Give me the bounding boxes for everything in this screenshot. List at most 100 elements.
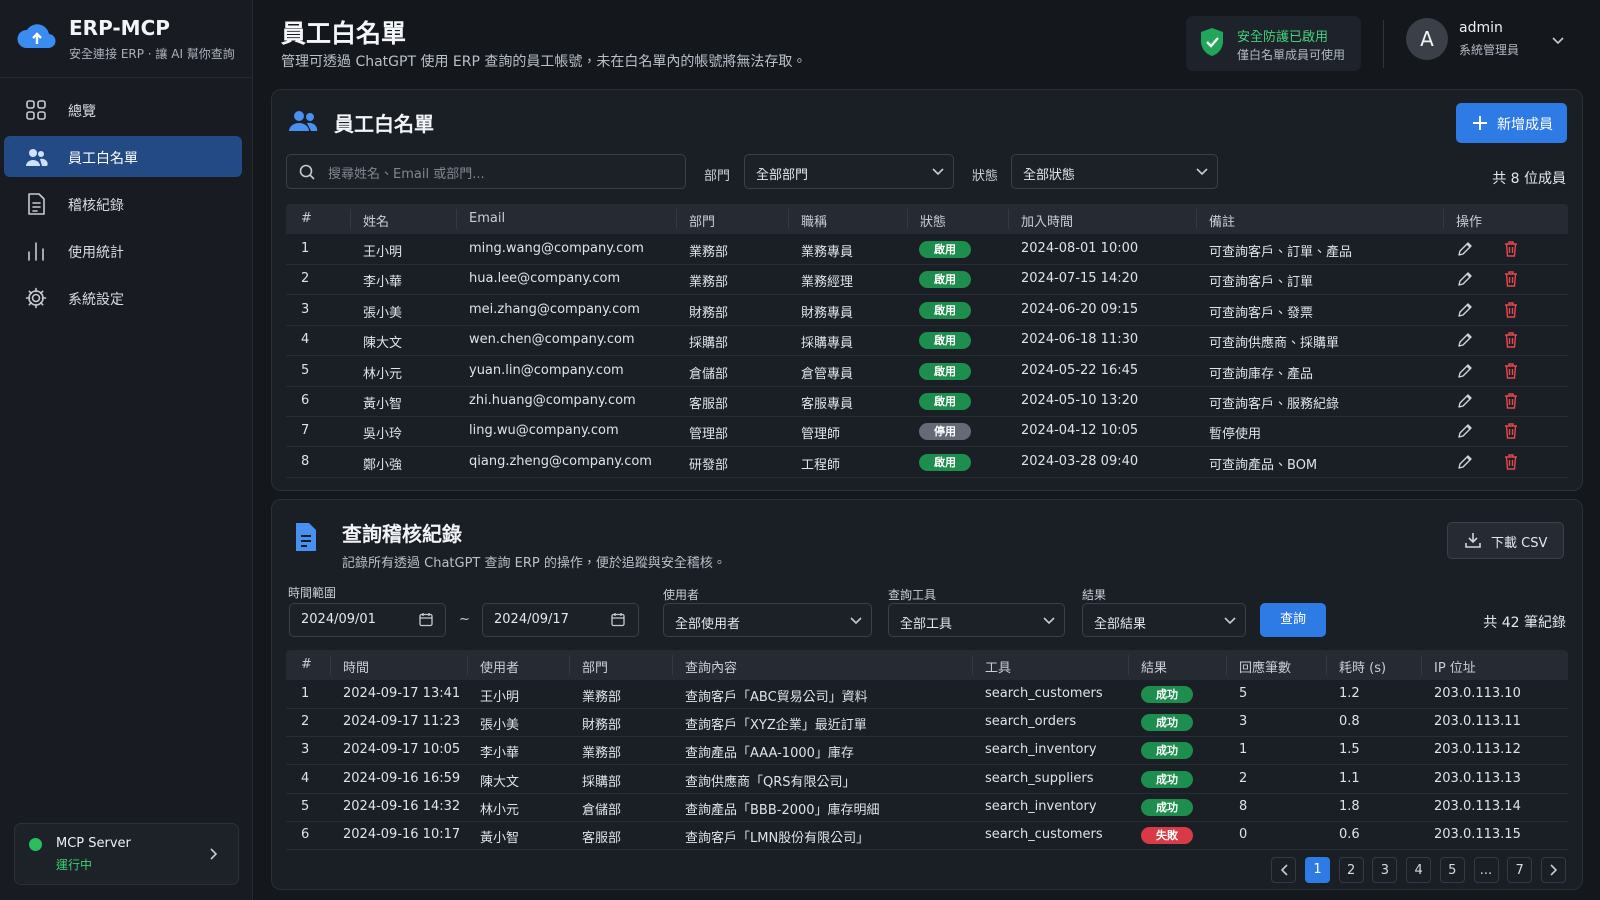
table-cell: 財務部: [689, 305, 729, 321]
column-divider: [907, 209, 908, 229]
row-divider: [286, 355, 1568, 357]
filter-label: 結果: [1082, 588, 1107, 602]
edit-button[interactable]: [1457, 332, 1473, 348]
delete-button[interactable]: [1504, 454, 1518, 470]
table-cell: 6: [301, 393, 310, 408]
nav-icon: [28, 193, 45, 215]
table-cell: 4: [301, 332, 310, 348]
table-cell: search_orders: [985, 714, 1077, 730]
page-prev[interactable]: [1271, 857, 1296, 883]
delete-button[interactable]: [1504, 393, 1518, 409]
chevron-right: [210, 848, 218, 860]
row-divider: [286, 708, 1568, 709]
nav-item[interactable]: 總覽: [68, 104, 96, 120]
nav-item[interactable]: 稽核紀錄: [68, 198, 124, 214]
table-cell: 業務部: [582, 746, 622, 762]
page-button[interactable]: 4: [1406, 857, 1432, 883]
delete-button[interactable]: [1504, 362, 1518, 379]
page-next[interactable]: [1541, 857, 1566, 883]
table-cell: 2024-04-12 10:05: [1021, 423, 1139, 439]
column-header: #: [301, 211, 312, 226]
table-cell: 2024-08-01 10:00: [1021, 241, 1139, 256]
delete-button[interactable]: [1504, 271, 1518, 288]
table-cell: ming.wang@company.com: [469, 241, 644, 256]
table-cell: 陳大文: [480, 774, 520, 790]
page-button[interactable]: 3: [1372, 857, 1398, 883]
date-input[interactable]: [482, 603, 639, 637]
delete-button[interactable]: [1504, 423, 1518, 440]
filter-select[interactable]: [888, 603, 1065, 637]
nav-icon: [26, 149, 48, 166]
table-cell: 203.0.113.10: [1434, 686, 1521, 701]
nav-item[interactable]: 員工白名單: [68, 151, 138, 167]
page-button[interactable]: 2: [1338, 857, 1364, 883]
table-cell: 查詢客戶「LMN股份有限公司」: [685, 831, 870, 846]
table-cell: 管理部: [689, 427, 729, 443]
column-header: 時間: [343, 661, 370, 676]
add-button-label[interactable]: 新增成員: [1497, 117, 1553, 133]
page-button[interactable]: 7: [1507, 857, 1533, 883]
filter-label: 狀態: [972, 169, 999, 184]
column-divider: [1421, 655, 1422, 675]
security-note: 僅白名單成員可使用: [1237, 48, 1346, 62]
table-cell: 5: [301, 798, 310, 814]
table-cell: 黃小智: [480, 831, 520, 846]
table-cell: 2024-06-20 09:15: [1021, 301, 1139, 317]
status-badge: 啟用: [919, 332, 971, 350]
status-badge: 啟用: [919, 271, 971, 289]
plus-icon: [1473, 116, 1487, 130]
filter-select[interactable]: [1011, 154, 1218, 189]
nav-item[interactable]: 使用統計: [68, 245, 124, 261]
edit-button[interactable]: [1457, 393, 1473, 409]
table-cell: 2024-03-28 09:40: [1021, 453, 1139, 469]
download-label[interactable]: 下載 CSV: [1491, 536, 1548, 551]
edit-button[interactable]: [1457, 423, 1473, 439]
table-header: [286, 650, 1568, 680]
column-header: 備註: [1209, 215, 1236, 230]
delete-button[interactable]: [1504, 241, 1518, 257]
column-divider: [788, 209, 789, 229]
delete-button[interactable]: [1504, 332, 1518, 348]
edit-button[interactable]: [1457, 454, 1473, 470]
table-cell: 3: [1239, 714, 1248, 730]
table-header: [286, 204, 1568, 234]
column-header: 使用者: [480, 661, 520, 676]
chevron-down: [850, 617, 862, 625]
filter-label: 部門: [704, 169, 731, 184]
row-divider: [286, 849, 1568, 850]
filter-label: 時間範圍: [288, 586, 337, 600]
nav-icon: [26, 100, 46, 120]
edit-button[interactable]: [1457, 241, 1473, 257]
column-header: 部門: [689, 215, 716, 230]
table-cell: 203.0.113.12: [1434, 742, 1521, 758]
user-role: 系統管理員: [1459, 43, 1520, 57]
table-cell: 1: [1239, 742, 1248, 758]
search-box[interactable]: [286, 154, 686, 189]
page-button[interactable]: 5: [1439, 857, 1465, 883]
filter-select[interactable]: [744, 154, 954, 189]
page-button[interactable]: ...: [1473, 857, 1499, 883]
status-badge: 啟用: [919, 393, 971, 410]
nav-item-active[interactable]: [4, 136, 242, 177]
filter-select[interactable]: [1082, 603, 1246, 637]
edit-button[interactable]: [1457, 271, 1473, 287]
edit-button[interactable]: [1457, 302, 1473, 318]
server-card[interactable]: [14, 823, 239, 885]
table-cell: 1.8: [1339, 798, 1360, 814]
query-button[interactable]: 查詢: [1260, 603, 1326, 637]
table-cell: 採購部: [689, 336, 729, 352]
page-button[interactable]: 1: [1305, 857, 1330, 883]
edit-button[interactable]: [1457, 363, 1473, 379]
filter-select[interactable]: [663, 603, 872, 637]
search-placeholder: 搜尋姓名、Email 或部門...: [328, 167, 485, 182]
nav-item[interactable]: 系統設定: [68, 292, 124, 308]
avatar[interactable]: A: [1406, 18, 1448, 60]
page-title: 員工白名單: [281, 19, 407, 48]
row-divider: [286, 792, 1568, 794]
delete-button[interactable]: [1504, 302, 1518, 318]
table-cell: 203.0.113.11: [1434, 714, 1521, 730]
table-cell: qiang.zheng@company.com: [469, 453, 652, 469]
status-badge: 啟用: [919, 241, 971, 258]
row-divider: [286, 416, 1568, 417]
download-button[interactable]: [1447, 522, 1564, 559]
